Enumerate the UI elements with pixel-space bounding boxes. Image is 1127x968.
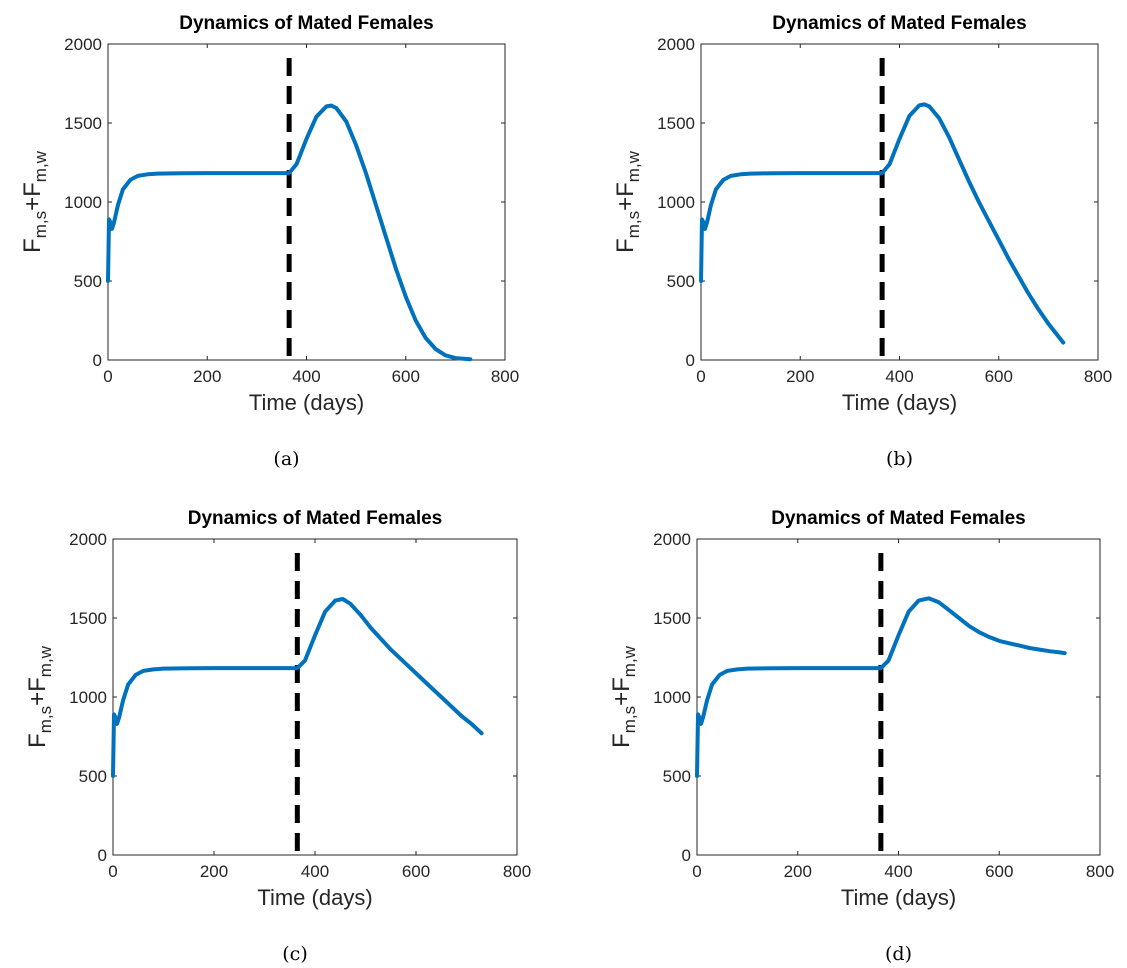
- y-tick-label: 500: [663, 767, 691, 786]
- x-tick-label: 0: [108, 862, 117, 881]
- y-axis-label: Fm,s+Fm,w: [19, 150, 50, 253]
- x-tick-label: 600: [985, 862, 1013, 881]
- x-tick-label: 800: [1084, 367, 1112, 386]
- y-tick-label: 1000: [653, 688, 691, 707]
- y-tick-label: 500: [74, 272, 102, 291]
- chart-panel-2: 0 200 400 600 800 0 500 1000 1500 2000 Dynamics of…: [612, 13, 1112, 470]
- y-axis-label: Fm,s+Fm,w: [608, 645, 639, 748]
- x-tick-label: 400: [885, 367, 913, 386]
- x-axis-label: Time (days): [257, 885, 372, 910]
- series-line: [695, 596, 1067, 778]
- series-line: [111, 597, 484, 778]
- y-tick-label: 1500: [64, 114, 102, 133]
- x-tick-label: 0: [692, 862, 701, 881]
- panel-caption: (c): [282, 943, 307, 965]
- x-tick-label: 200: [200, 862, 228, 881]
- x-tick-label: 600: [392, 367, 420, 386]
- x-tick-label: 200: [786, 367, 814, 386]
- y-tick-label: 1000: [69, 688, 107, 707]
- x-tick-label: 400: [301, 862, 329, 881]
- x-tick-label: 600: [985, 367, 1013, 386]
- x-tick-label: 0: [103, 367, 112, 386]
- y-axis-label: Fm,s+Fm,w: [24, 645, 55, 748]
- x-tick-label: 800: [491, 367, 519, 386]
- y-tick-label: 1000: [657, 193, 695, 212]
- y-tick-label: 2000: [657, 35, 695, 54]
- x-tick-label: 400: [292, 367, 320, 386]
- x-tick-label: 200: [784, 862, 812, 881]
- y-tick-label: 1500: [69, 609, 107, 628]
- x-axis-label: Time (days): [841, 885, 956, 910]
- plot-area: [696, 538, 1101, 856]
- x-tick-label: 0: [696, 367, 705, 386]
- series-line: [699, 102, 1066, 345]
- y-tick-label: 1000: [64, 193, 102, 212]
- x-axis-label: Time (days): [249, 390, 364, 415]
- panel-caption: (b): [886, 448, 913, 470]
- x-tick-label: 600: [402, 862, 430, 881]
- y-tick-label: 2000: [69, 530, 107, 549]
- x-tick-label: 800: [1086, 862, 1114, 881]
- y-tick-label: 2000: [64, 35, 102, 54]
- chart-title: Dynamics of Mated Females: [772, 13, 1026, 34]
- y-tick-label: 2000: [653, 530, 691, 549]
- y-tick-label: 0: [682, 846, 691, 865]
- x-tick-label: 200: [193, 367, 221, 386]
- y-tick-label: 500: [79, 767, 107, 786]
- y-tick-label: 1500: [653, 609, 691, 628]
- y-axis-label: Fm,s+Fm,w: [612, 150, 643, 253]
- panel-caption: (d): [885, 943, 912, 965]
- y-tick-label: 1500: [657, 114, 695, 133]
- series-line: [106, 103, 473, 362]
- x-axis-label: Time (days): [842, 390, 957, 415]
- y-tick-label: 0: [93, 351, 102, 370]
- y-tick-label: 0: [98, 846, 107, 865]
- x-tick-label: 400: [884, 862, 912, 881]
- plot-area: [107, 43, 506, 361]
- chart-title: Dynamics of Mated Females: [188, 508, 442, 529]
- x-tick-label: 800: [503, 862, 531, 881]
- chart-panel-4: 0 200 400 600 800 0 500 1000 1500 2000 Dynamics of…: [608, 508, 1114, 965]
- plot-area: [112, 538, 518, 856]
- chart-title: Dynamics of Mated Females: [771, 508, 1025, 529]
- y-tick-label: 500: [667, 272, 695, 291]
- chart-title: Dynamics of Mated Females: [179, 13, 433, 34]
- panel-caption: (a): [273, 448, 299, 470]
- chart-panel-1: 0 200 400 600 800 0 500 1000 1500 2000 Dynamics of…: [19, 13, 519, 470]
- chart-panel-3: 0 200 400 600 800 0 500 1000 1500 2000 Dynamics of…: [24, 508, 531, 965]
- y-tick-label: 0: [686, 351, 695, 370]
